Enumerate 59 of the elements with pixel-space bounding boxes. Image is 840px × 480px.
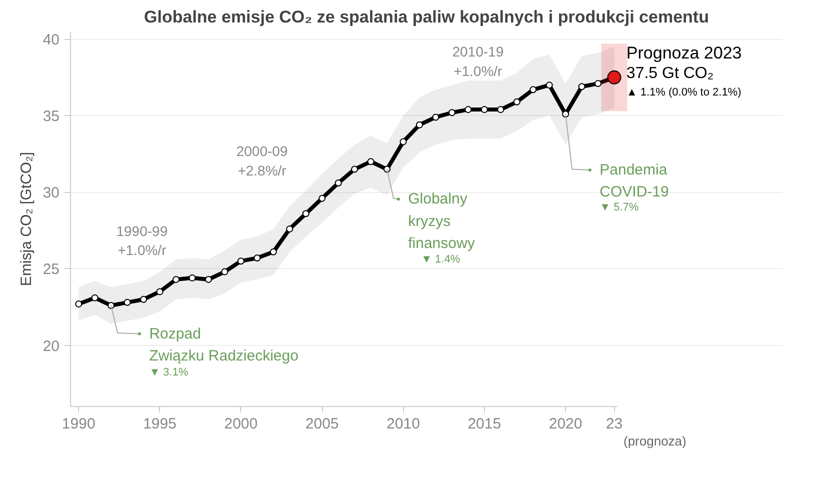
x-tick-label: 2015 (468, 416, 502, 432)
point (254, 254, 261, 262)
point (286, 225, 294, 232)
y-tick-label: 40 (42, 32, 60, 49)
x-tick-label: 2005 (305, 416, 339, 432)
point (351, 166, 358, 173)
point (270, 248, 277, 256)
annotation: ▼ 5.7% (600, 201, 639, 214)
x-axis-title: (prognoza) (624, 434, 686, 448)
y-axis-title: Emisja CO₂ [GtCO₂] (18, 152, 35, 286)
annotation: Pandemia COVID-19 (600, 162, 669, 201)
annotation: 2000-09 +2.8%/r (236, 143, 288, 178)
annotation: 1990-99 +1.0%/r (116, 222, 168, 258)
point (75, 300, 82, 308)
point (237, 258, 244, 265)
point (204, 276, 212, 283)
chart-title: Globalne emisje CO₂ ze spalania paliw kopalnych i produkcji cementu (144, 8, 709, 26)
y-tick-label: 35 (42, 108, 60, 126)
text: 37.5 Gt CO₂ (626, 65, 714, 82)
point (140, 296, 148, 303)
annotation: Rozpad Związku Radzieckiego (149, 325, 298, 364)
point (172, 276, 180, 283)
x-tick-label: 23 (606, 416, 623, 432)
y-tick-label: 30 (42, 184, 60, 202)
point (188, 274, 196, 282)
annotation: ▼ 3.1% (149, 366, 188, 379)
annotation: 2010-19 +1.0%/r (452, 44, 504, 79)
y-tick-label: 25 (42, 261, 60, 278)
text: ▲ 1.1% (0.0% to 2.1%) (626, 86, 742, 99)
point (302, 210, 310, 218)
point (221, 268, 228, 276)
point (367, 158, 374, 166)
point (530, 86, 537, 94)
point (513, 98, 520, 106)
point (464, 106, 472, 114)
point (578, 83, 586, 90)
point (91, 294, 98, 302)
text: Prognoza 2023 (626, 44, 742, 63)
point (594, 80, 602, 88)
point (448, 109, 456, 116)
point (432, 114, 440, 121)
annotation: Globalny kryzys finansowy (408, 190, 476, 252)
x-tick-label: 2000 (224, 416, 258, 432)
point (318, 194, 326, 202)
point (546, 82, 553, 89)
x-tick-label: 2020 (548, 416, 582, 432)
point (400, 138, 407, 146)
x-tick-label: 1995 (143, 416, 176, 432)
point (416, 121, 423, 128)
point (480, 106, 488, 114)
y-tick-label: 20 (42, 338, 60, 355)
annotation: ▼ 1.4% (421, 253, 460, 266)
x-tick-label: 1990 (62, 416, 96, 432)
point (156, 288, 164, 296)
point (334, 180, 342, 187)
x-tick-label: 2010 (386, 416, 420, 432)
point (607, 70, 622, 84)
point (497, 106, 504, 114)
point (124, 298, 131, 306)
